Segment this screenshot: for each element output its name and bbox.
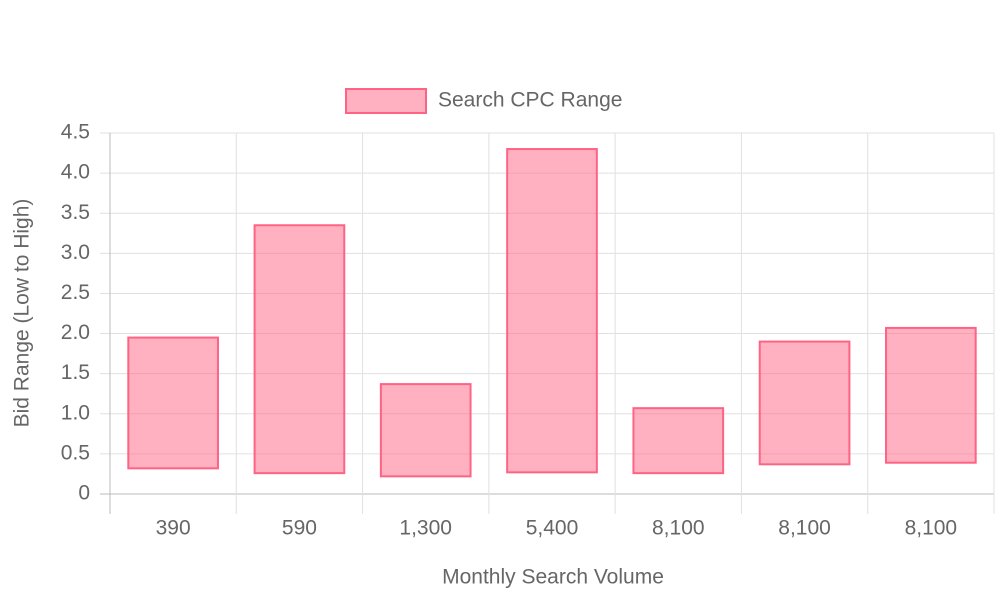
x-tick-label: 8,100	[778, 517, 831, 540]
x-tick-label: 590	[282, 517, 317, 540]
bar	[506, 148, 598, 474]
x-tick-label: 8,100	[905, 517, 958, 540]
bar	[885, 326, 977, 464]
y-tick-label: 3.5	[61, 201, 90, 224]
y-tick-label: 2.5	[61, 281, 90, 304]
x-tick-label: 390	[156, 517, 191, 540]
bar	[379, 383, 472, 478]
bar	[253, 224, 346, 475]
bar	[632, 407, 725, 475]
y-tick-label: 2.0	[61, 321, 90, 344]
legend-label: Search CPC Range	[438, 89, 622, 112]
x-tick-label: 1,300	[399, 517, 452, 540]
y-tick-label: 4.5	[61, 121, 90, 144]
y-tick-label: 1.5	[61, 361, 90, 384]
legend-swatch	[345, 88, 427, 114]
y-tick-label: 0	[78, 482, 90, 505]
x-tick-label: 8,100	[652, 517, 705, 540]
y-tick-label: 4.0	[61, 161, 90, 184]
y-tick-label: 1.0	[61, 401, 90, 424]
bar	[127, 336, 219, 470]
x-tick-label: 5,400	[526, 517, 579, 540]
y-axis-title: Bid Range (Low to High)	[11, 199, 34, 428]
y-tick-label: 3.0	[61, 241, 90, 264]
x-axis-title: Monthly Search Volume	[442, 566, 664, 589]
bar	[758, 340, 851, 466]
y-tick-label: 0.5	[61, 441, 90, 464]
